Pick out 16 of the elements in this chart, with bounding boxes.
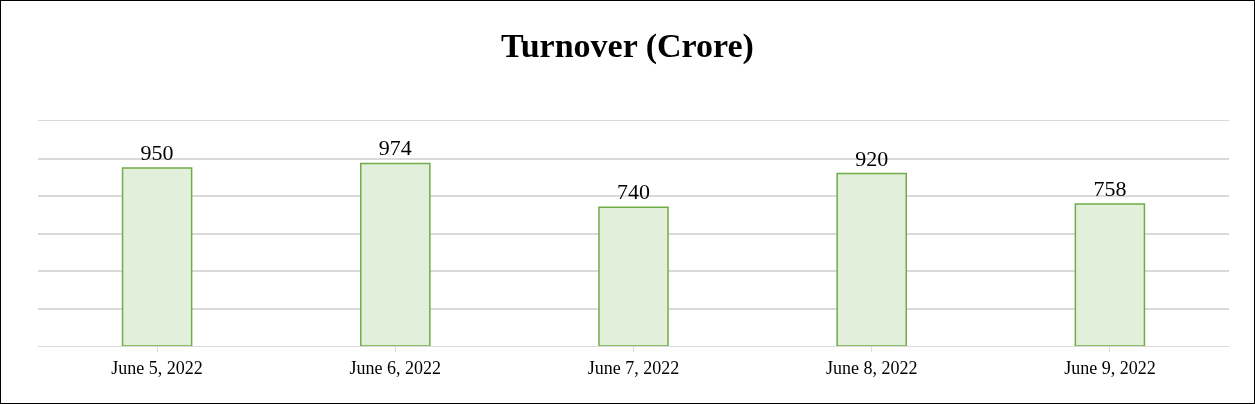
- chart-title: Turnover (Crore): [501, 26, 754, 65]
- x-tick-label: June 6, 2022: [349, 357, 442, 378]
- data-label: 920: [855, 145, 889, 171]
- data-label: 740: [617, 179, 650, 205]
- x-tick-label: June 8, 2022: [825, 357, 918, 378]
- bar: [360, 162, 431, 346]
- data-label: 758: [1093, 175, 1127, 201]
- x-tick-label: June 7, 2022: [587, 357, 680, 378]
- x-tick-label: June 5, 2022: [111, 357, 203, 378]
- bar: [121, 167, 193, 346]
- x-tick-label: June 9, 2022: [1064, 357, 1156, 378]
- bar: [1074, 203, 1146, 346]
- data-label: 974: [378, 135, 412, 161]
- bar: [598, 206, 669, 346]
- data-label: 950: [140, 139, 174, 165]
- bar: [836, 172, 907, 346]
